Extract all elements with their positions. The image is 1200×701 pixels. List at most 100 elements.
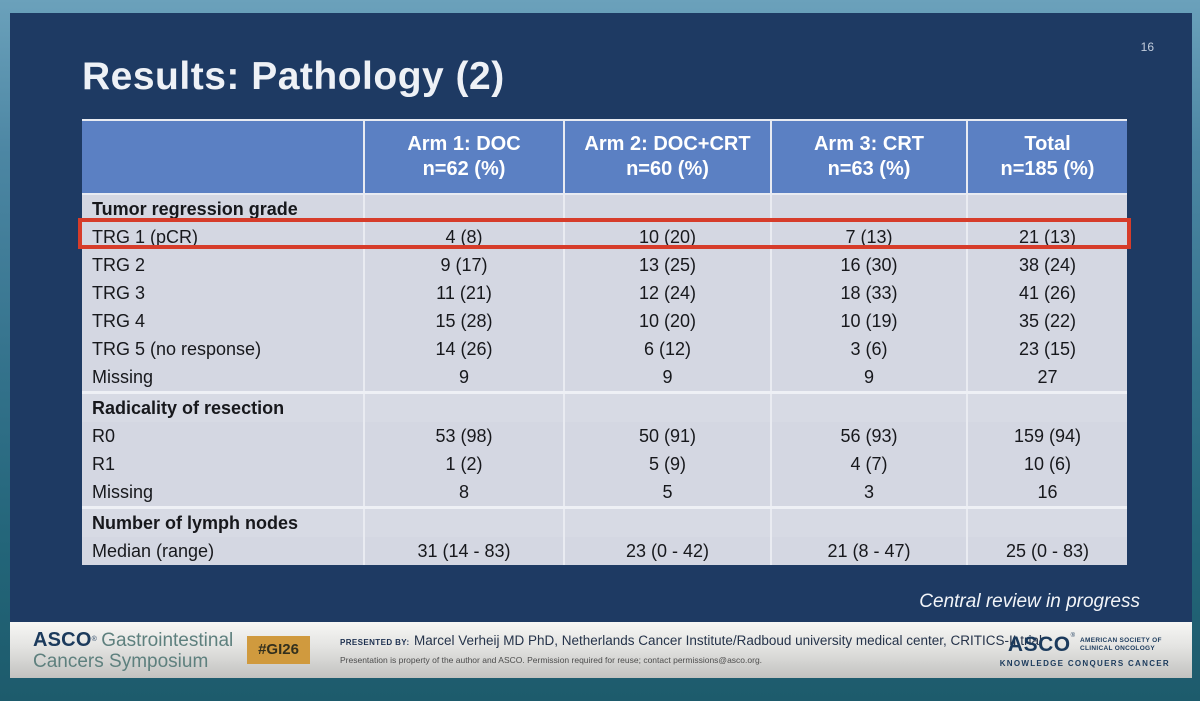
column-subtitle: n=60 (%) <box>626 158 709 180</box>
results-table-container: Arm 1: DOC n=62 (%) Arm 2: DOC+CRT n=60 … <box>78 119 1131 565</box>
disclaimer-text: Presentation is property of the author a… <box>340 655 763 665</box>
table-header-row: Arm 1: DOC n=62 (%) Arm 2: DOC+CRT n=60 … <box>82 120 1127 195</box>
cell: 3 (6) <box>771 335 968 363</box>
section-title-row: Number of lymph nodes <box>82 506 1127 537</box>
table-row-trg-missing: Missing 9 9 9 27 <box>82 363 1127 393</box>
cell: 4 (8) <box>364 223 565 251</box>
cell: 12 (24) <box>564 279 772 307</box>
row-label: TRG 4 <box>82 307 365 335</box>
table-row-trg1: TRG 1 (pCR) 4 (8) 10 (20) 7 (13) 21 (13) <box>82 223 1127 251</box>
asco-tagline: KNOWLEDGE CONQUERS CANCER <box>999 659 1170 668</box>
hashtag-badge: #GI26 <box>247 636 310 664</box>
symposium-name-line1: Gastrointestinal <box>101 630 234 651</box>
asco-brand-text: ASCO <box>33 629 92 651</box>
slide-page-number: 16 <box>1140 40 1154 54</box>
row-label: TRG 3 <box>82 279 365 307</box>
cell: 25 (0 - 83) <box>967 537 1127 565</box>
cell: 27 <box>967 363 1127 393</box>
section-title: Radicality of resection <box>82 391 365 422</box>
column-header-total: Total n=185 (%) <box>967 120 1127 195</box>
cell: 9 <box>564 363 772 393</box>
section-title: Number of lymph nodes <box>82 506 365 537</box>
cell: 15 (28) <box>364 307 565 335</box>
cell: 10 (20) <box>564 307 772 335</box>
table-row-trg2: TRG 2 9 (17) 13 (25) 16 (30) 38 (24) <box>82 251 1127 279</box>
cell: 10 (19) <box>771 307 968 335</box>
column-header-arm2: Arm 2: DOC+CRT n=60 (%) <box>564 120 772 195</box>
cell: 11 (21) <box>364 279 565 307</box>
table-row-trg5: TRG 5 (no response) 14 (26) 6 (12) 3 (6)… <box>82 335 1127 363</box>
empty-cell <box>771 506 968 537</box>
table-row-r0: R0 53 (98) 50 (91) 56 (93) 159 (94) <box>82 422 1127 450</box>
results-table: Arm 1: DOC n=62 (%) Arm 2: DOC+CRT n=60 … <box>82 119 1127 565</box>
table-row-trg3: TRG 3 11 (21) 12 (24) 18 (33) 41 (26) <box>82 279 1127 307</box>
cell: 8 <box>364 478 565 508</box>
cell: 21 (8 - 47) <box>771 537 968 565</box>
presented-by-label: PRESENTED BY: <box>340 638 410 647</box>
asco-org-line2: CLINICAL ONCOLOGY <box>1080 645 1156 652</box>
cell: 9 (17) <box>364 251 565 279</box>
cell: 41 (26) <box>967 279 1127 307</box>
table-row-r1: R1 1 (2) 5 (9) 4 (7) 10 (6) <box>82 450 1127 478</box>
cell: 18 (33) <box>771 279 968 307</box>
cell: 6 (12) <box>564 335 772 363</box>
presentation-slide: 16 Results: Pathology (2) Arm 1: DOC n=6… <box>10 13 1192 622</box>
row-label: TRG 5 (no response) <box>82 335 365 363</box>
cell: 16 <box>967 478 1127 508</box>
registered-mark: ® <box>91 636 97 643</box>
cell: 5 (9) <box>564 450 772 478</box>
column-subtitle: n=185 (%) <box>1000 158 1095 180</box>
cell: 9 <box>771 363 968 393</box>
section-title-row: Tumor regression grade <box>82 194 1127 223</box>
asco-brand-text: ASCO <box>1007 633 1071 656</box>
row-label: TRG 2 <box>82 251 365 279</box>
cell: 7 (13) <box>771 223 968 251</box>
cell: 56 (93) <box>771 422 968 450</box>
cell: 14 (26) <box>364 335 565 363</box>
symposium-logo: ASCO® Gastrointestinal Cancers Symposium <box>33 630 233 672</box>
row-label: Median (range) <box>82 537 365 565</box>
row-label: R1 <box>82 450 365 478</box>
column-header-arm3: Arm 3: CRT n=63 (%) <box>771 120 968 195</box>
column-subtitle: n=63 (%) <box>827 158 911 180</box>
cell: 50 (91) <box>564 422 772 450</box>
cell: 23 (0 - 42) <box>564 537 772 565</box>
empty-cell <box>564 506 772 537</box>
registered-mark: ® <box>1070 633 1076 639</box>
column-subtitle: n=62 (%) <box>422 158 506 180</box>
cell: 159 (94) <box>967 422 1127 450</box>
cell: 35 (22) <box>967 307 1127 335</box>
cell: 9 <box>364 363 565 393</box>
empty-cell <box>564 391 772 422</box>
table-row-resection-missing: Missing 8 5 3 16 <box>82 478 1127 508</box>
column-header-arm1: Arm 1: DOC n=62 (%) <box>364 120 565 195</box>
empty-cell <box>967 506 1127 537</box>
section-title-row: Radicality of resection <box>82 391 1127 422</box>
header-empty-cell <box>82 120 365 195</box>
cell: 1 (2) <box>364 450 565 478</box>
section-title: Tumor regression grade <box>82 194 365 223</box>
cell: 38 (24) <box>967 251 1127 279</box>
cell: 16 (30) <box>771 251 968 279</box>
cell: 53 (98) <box>364 422 565 450</box>
empty-cell <box>364 506 565 537</box>
column-title: Total <box>1024 133 1071 155</box>
row-label: R0 <box>82 422 365 450</box>
cell: 4 (7) <box>771 450 968 478</box>
empty-cell <box>771 194 968 223</box>
empty-cell <box>967 391 1127 422</box>
asco-logo: ASCO® AMERICAN SOCIETY OF CLINICAL ONCOL… <box>1000 633 1170 668</box>
row-label: Missing <box>82 363 365 393</box>
column-title: Arm 3: CRT <box>813 133 924 155</box>
empty-cell <box>564 194 772 223</box>
cell: 10 (6) <box>967 450 1127 478</box>
cell: 23 (15) <box>967 335 1127 363</box>
column-title: Arm 1: DOC <box>407 133 521 155</box>
table-row-trg4: TRG 4 15 (28) 10 (20) 10 (19) 35 (22) <box>82 307 1127 335</box>
row-label: TRG 1 (pCR) <box>82 223 365 251</box>
symposium-name-line2: Cancers Symposium <box>33 651 209 672</box>
cell: 21 (13) <box>967 223 1127 251</box>
cell: 13 (25) <box>564 251 772 279</box>
empty-cell <box>967 194 1127 223</box>
